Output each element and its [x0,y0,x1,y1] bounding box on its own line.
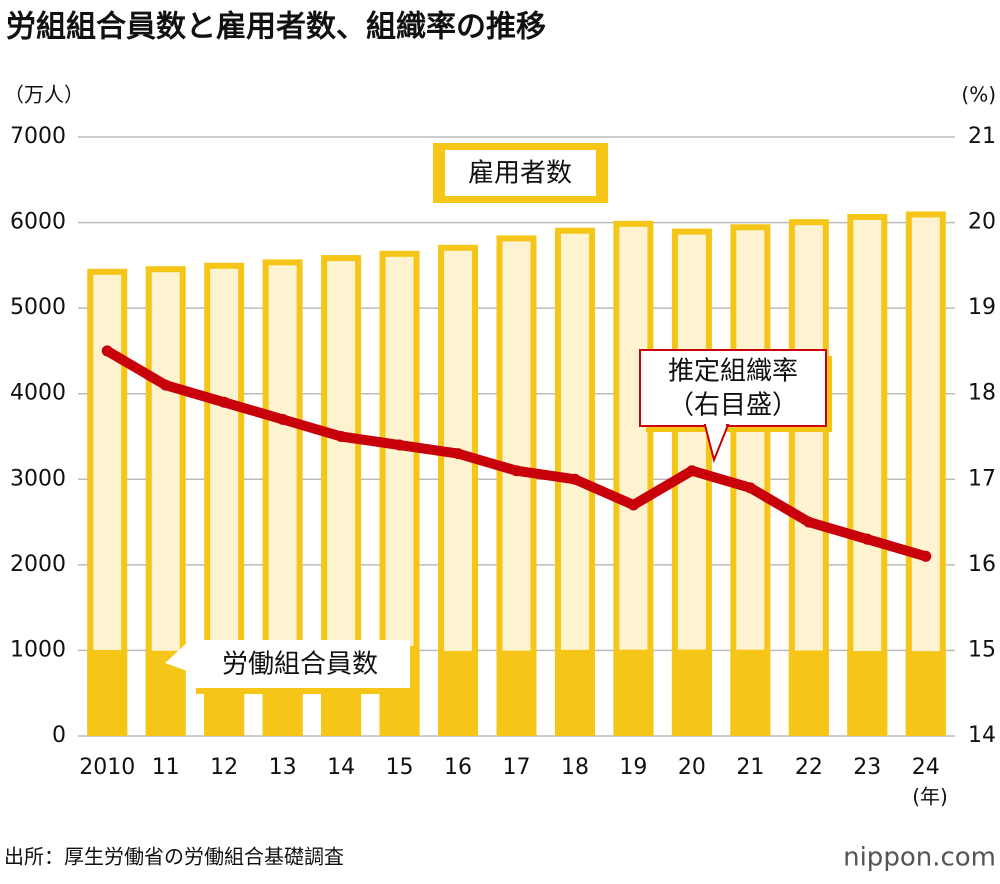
bar-inner [911,217,940,736]
x-tick-label: 22 [795,755,823,780]
bar [438,650,479,736]
bar [671,649,712,736]
y2-tick-label: 19 [968,295,996,320]
y2-tick-label: 16 [968,552,996,577]
bar [554,649,595,736]
x-tick-label: 20 [678,755,706,780]
line-point [686,465,698,477]
chart-title: 労組組合員数と雇用者数、組織率の推移 [6,10,546,45]
legend-box [190,640,410,688]
x-tick-label: 24 [912,755,940,780]
line-point [511,465,522,477]
x-tick-label: 15 [386,755,414,780]
x-tick-label: 16 [444,755,472,780]
source: 出所：厚生労働省の労働組合基礎調査 [4,845,344,869]
x-tick-label: 13 [269,755,297,780]
x-tick-label: 21 [736,755,764,780]
line-point [218,396,230,408]
legend-label: 推定組織率 [668,357,798,387]
line-point [101,345,113,357]
x-tick-label: 17 [503,755,531,780]
legend-label-note: （右目盛） [668,391,798,421]
line-point [394,439,406,451]
line-point [277,413,289,425]
x-tick-label: 19 [619,755,647,780]
legend-label: 雇用者数 [468,159,572,189]
y2-tick-label: 18 [968,381,996,406]
x-tick-label: 2010 [79,755,135,780]
bar [788,650,829,736]
y-tick-label: 1000 [10,637,66,662]
x-tick-label: 23 [853,755,881,780]
bar [847,651,888,736]
legend-box [639,349,827,427]
y2-tick-label: 17 [968,466,996,491]
y2-tick-label: 15 [968,637,996,662]
x-tick-label: 12 [210,755,238,780]
line-point [160,379,172,391]
legend-box-inner [445,150,596,196]
line-point [861,533,873,545]
bar-inner [853,220,882,736]
y-tick-label: 4000 [10,381,66,406]
y2-tick-label: 14 [968,723,996,748]
bar [905,651,946,736]
y-tick-label: 5000 [10,295,66,320]
y-tick-label: 7000 [10,124,66,149]
legend-pointer-cover [706,422,726,426]
bar [87,650,128,736]
logo: nippon.com [843,843,996,873]
y-axis-label: （万人） [4,83,84,107]
bar [613,649,654,736]
y-tick-label: 3000 [10,466,66,491]
y2-tick-label: 21 [968,124,996,149]
x-tick-label: 18 [561,755,589,780]
y-tick-label: 2000 [10,552,66,577]
line-point [452,448,464,460]
y2-axis-label: (%) [961,83,996,107]
x-unit: (年) [912,785,948,809]
bar [730,649,771,736]
line-point [744,482,756,494]
y2-tick-label: 20 [968,210,996,235]
line-point [335,431,347,442]
y-tick-label: 0 [52,723,66,748]
line-point [920,550,932,562]
y-tick-label: 6000 [10,210,66,235]
line-point [569,473,581,485]
line-point [803,516,815,528]
line-point [627,499,639,511]
legend-label: 労働組合員数 [222,650,378,680]
bar [496,650,537,736]
legend-pointer [165,640,190,672]
x-tick-label: 11 [152,755,180,780]
x-tick-label: 14 [327,755,355,780]
